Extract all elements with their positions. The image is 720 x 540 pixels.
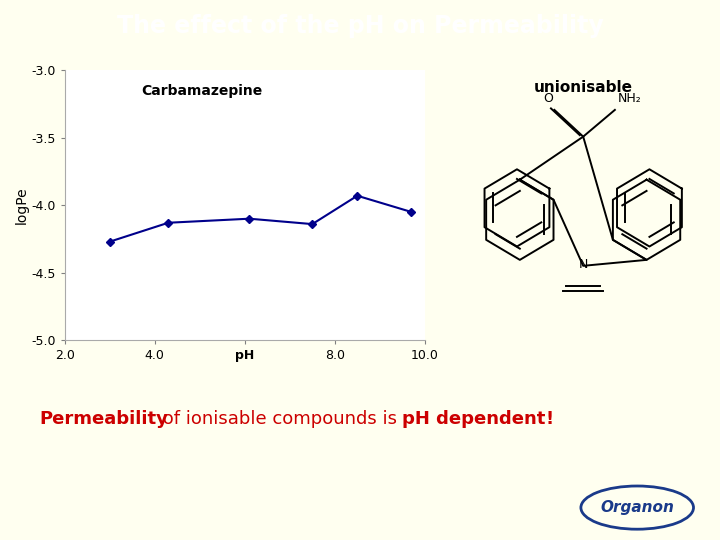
Text: of ionisable compounds is: of ionisable compounds is: [157, 409, 402, 428]
Text: O: O: [544, 92, 554, 105]
Text: Carbamazepine: Carbamazepine: [141, 84, 262, 98]
Y-axis label: logPe: logPe: [14, 186, 29, 224]
Text: N: N: [578, 258, 588, 271]
Text: Permeability: Permeability: [40, 409, 168, 428]
Text: Organon: Organon: [600, 500, 674, 515]
Text: !: !: [546, 409, 554, 428]
Text: The effect of the pH on Permeability: The effect of the pH on Permeability: [117, 14, 603, 38]
Text: unionisable: unionisable: [534, 80, 633, 95]
Text: NH₂: NH₂: [618, 92, 642, 105]
Text: pH dependent: pH dependent: [402, 409, 545, 428]
